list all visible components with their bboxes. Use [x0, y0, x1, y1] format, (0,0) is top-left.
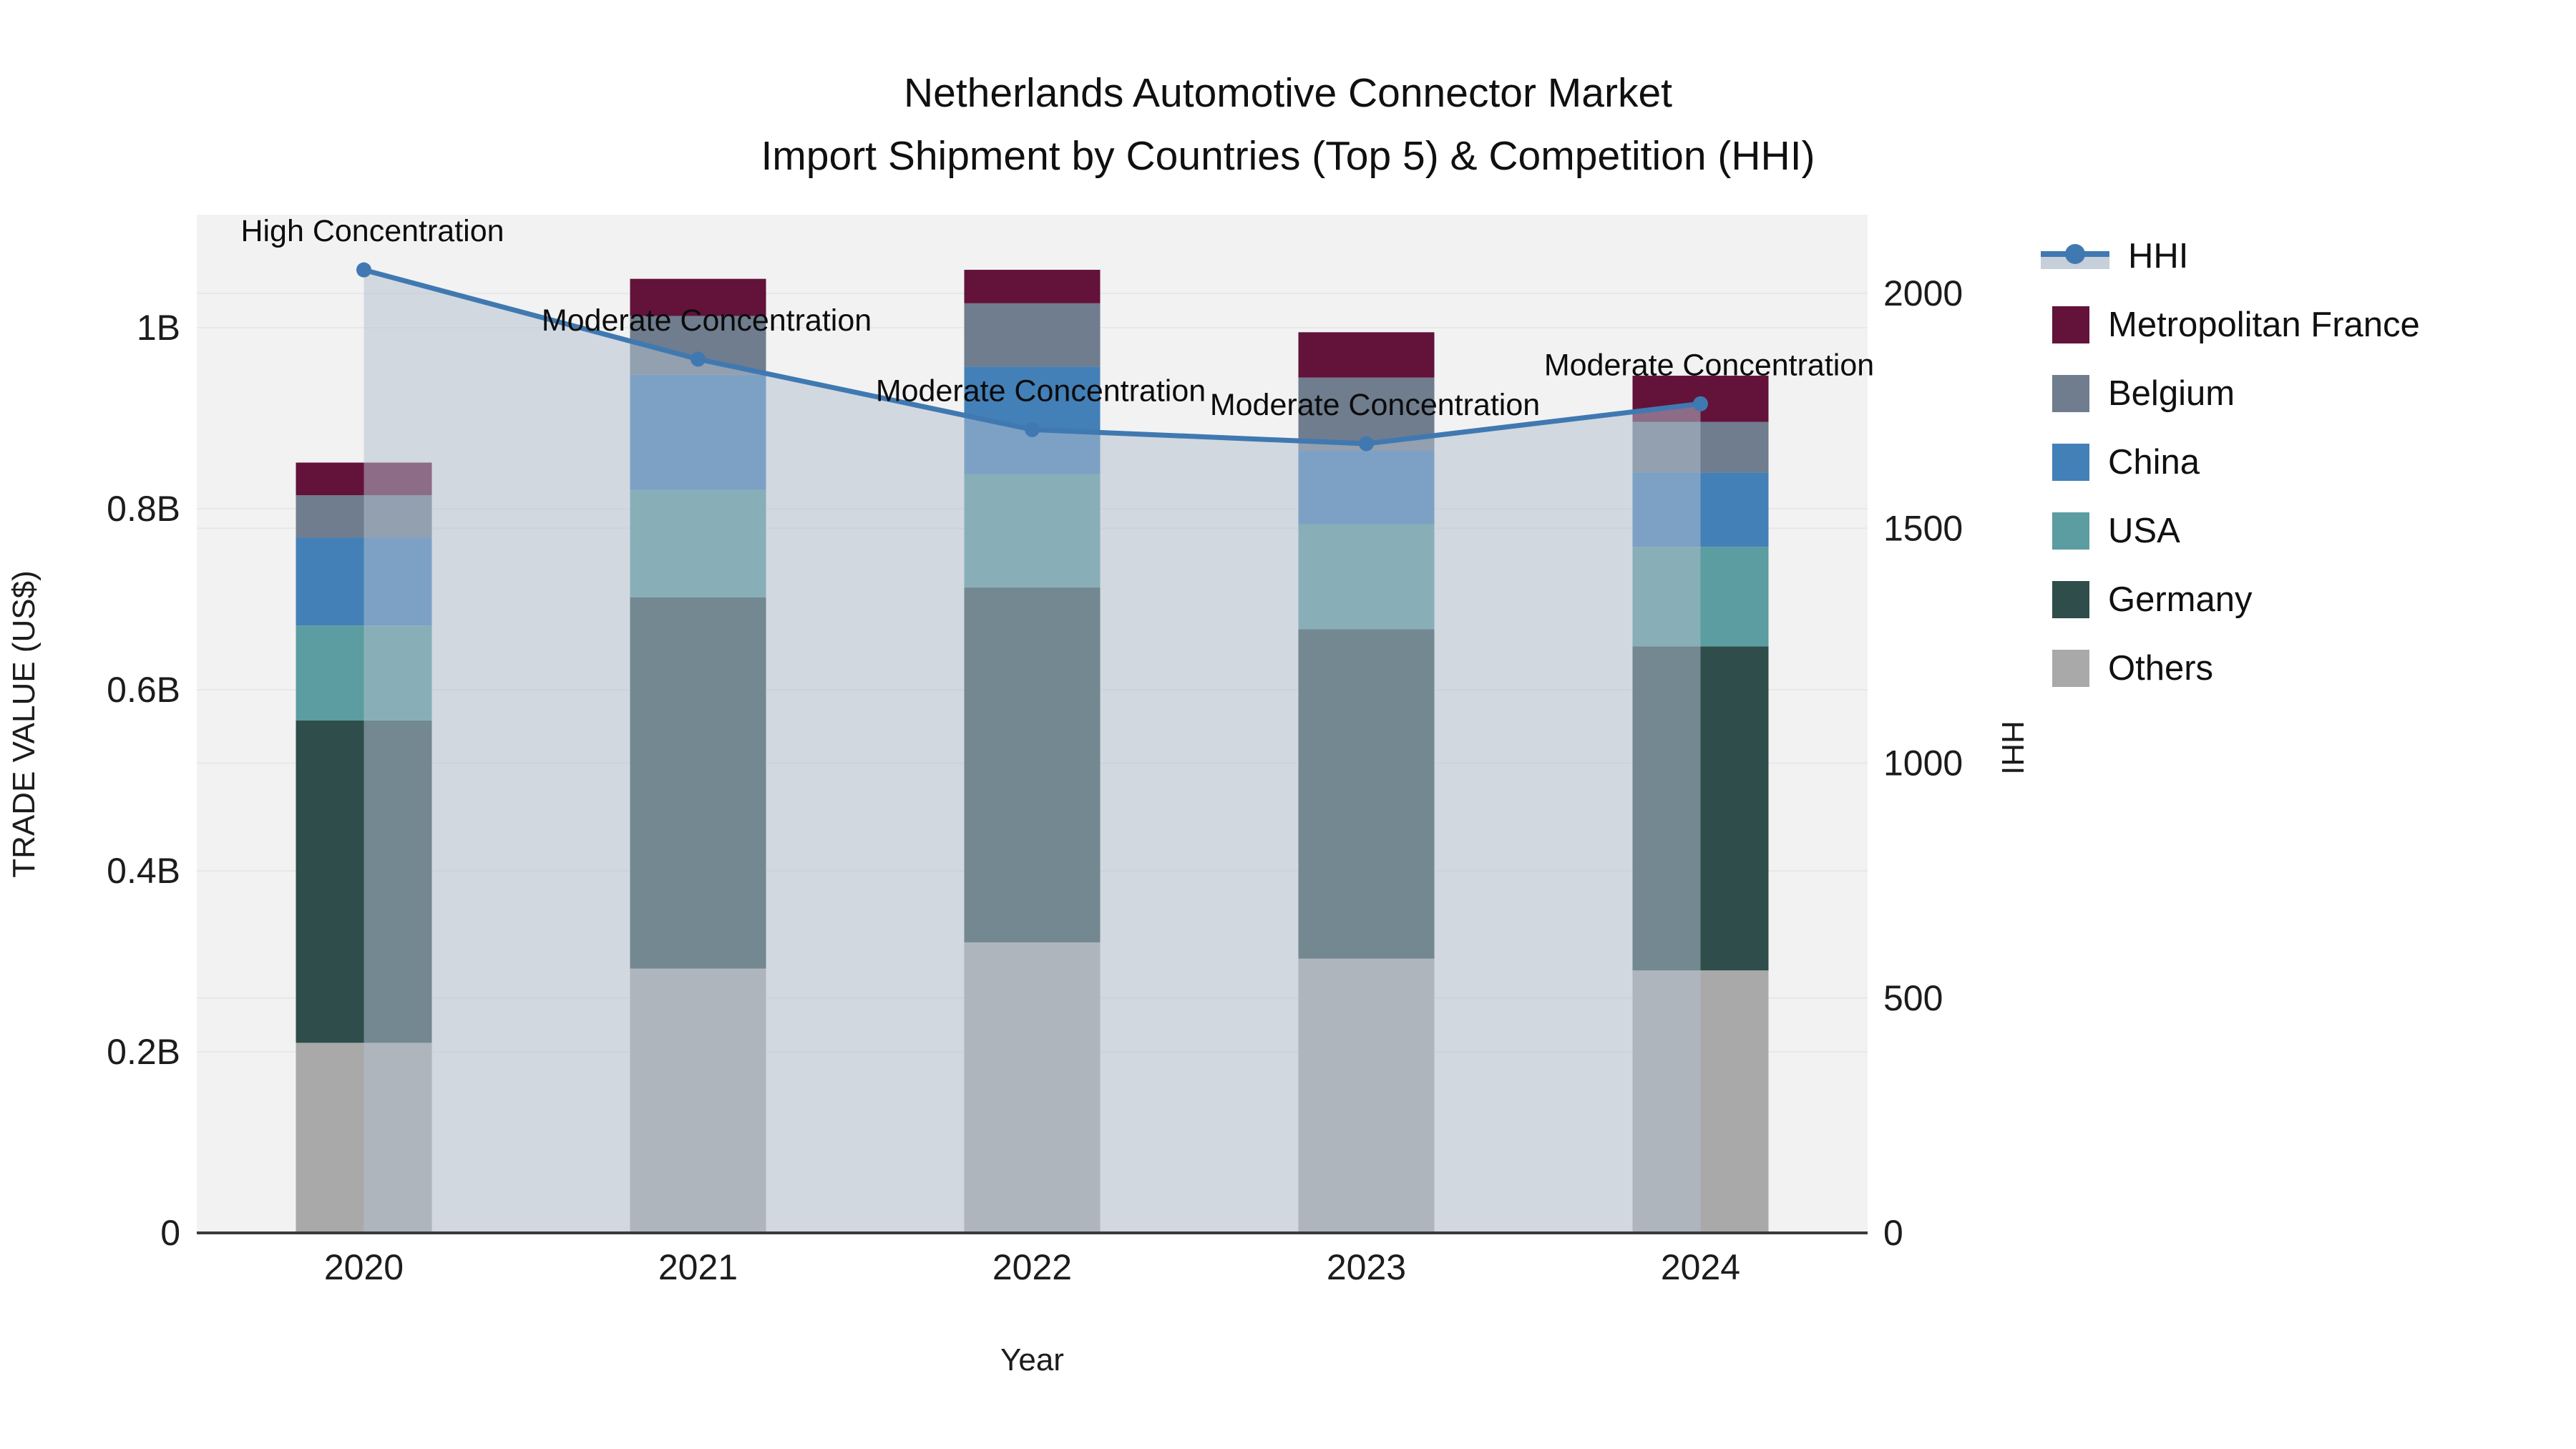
left-tick-0.8B: 0.8B [107, 489, 180, 529]
legend-swatch-china [2052, 444, 2089, 481]
x-tick-2023[interactable]: 2023 [1327, 1247, 1406, 1287]
legend-item-hhi[interactable]: HHI [2041, 236, 2420, 276]
x-axis-title: Year [1000, 1342, 1064, 1377]
chart-title-line2: Import Shipment by Countries (Top 5) & C… [761, 133, 1815, 179]
legend-item-belgium[interactable]: Belgium [2041, 374, 2420, 414]
chart-title: Netherlands Automotive Connector Market … [0, 62, 2576, 187]
legend-item-metropolitan-france[interactable]: Metropolitan France [2041, 305, 2420, 345]
right-tick-0: 0 [1883, 1213, 1903, 1253]
hhi-marker-2022[interactable] [1025, 421, 1040, 437]
right-axis-title: HHI [1995, 721, 2030, 775]
x-tick-2021[interactable]: 2021 [658, 1247, 738, 1287]
left-axis-title: TRADE VALUE (US$) [6, 570, 42, 878]
annotation-2020: High Concentration [240, 214, 504, 248]
right-tick-1500: 1500 [1883, 508, 1963, 548]
left-tick-1B: 1B [137, 308, 180, 348]
legend-swatch-belgium [2052, 375, 2089, 412]
hhi-marker-2024[interactable] [1693, 396, 1708, 411]
legend-label-belgium: Belgium [2108, 374, 2235, 413]
bar-segment-2022-belgium[interactable] [964, 303, 1101, 367]
left-tick-0.4B: 0.4B [107, 851, 180, 891]
legend-item-others[interactable]: Others [2041, 648, 2420, 688]
hhi-marker-2023[interactable] [1359, 436, 1374, 452]
annotation-2022: Moderate Concentration [876, 374, 1206, 408]
chart-title-line1: Netherlands Automotive Connector Market [903, 70, 1673, 116]
legend-item-china[interactable]: China [2041, 442, 2420, 482]
legend-swatch-others [2052, 650, 2089, 687]
hhi-symbol-dot [2065, 244, 2085, 264]
annotation-2023: Moderate Concentration [1210, 388, 1540, 422]
annotation-2021: Moderate Concentration [542, 303, 872, 338]
bar-segment-2021-metropolitan-france[interactable] [630, 278, 766, 316]
legend-label-usa: USA [2108, 512, 2180, 550]
right-tick-500: 500 [1883, 978, 1943, 1018]
hhi-marker-2020[interactable] [356, 262, 371, 278]
legend-swatch-usa [2052, 512, 2089, 550]
legend-label-china: China [2108, 443, 2200, 482]
left-tick-0.2B: 0.2B [107, 1032, 180, 1072]
hhi-area-fill [364, 270, 1701, 1233]
x-tick-2022[interactable]: 2022 [992, 1247, 1072, 1287]
legend-label-germany: Germany [2108, 580, 2253, 619]
bar-segment-2023-metropolitan-france[interactable] [1298, 332, 1435, 378]
x-tick-2020[interactable]: 2020 [324, 1247, 404, 1287]
hhi-line-symbol-icon [2041, 238, 2109, 275]
right-tick-1000: 1000 [1883, 743, 1963, 784]
annotation-2024: Moderate Concentration [1544, 348, 1874, 382]
legend-label-metropolitan-france: Metropolitan France [2108, 306, 2420, 344]
x-tick-2024[interactable]: 2024 [1661, 1247, 1740, 1287]
legend-label-hhi: HHI [2128, 237, 2189, 275]
legend-label-others: Others [2108, 649, 2214, 688]
right-tick-2000: 2000 [1883, 273, 1963, 313]
legend: HHI Metropolitan France Belgium China USA Ger… [2041, 236, 2420, 688]
hhi-marker-2021[interactable] [691, 351, 706, 367]
legend-item-germany[interactable]: Germany [2041, 580, 2420, 620]
legend-item-usa[interactable]: USA [2041, 511, 2420, 551]
bar-segment-2022-metropolitan-france[interactable] [964, 270, 1101, 303]
legend-swatch-metropolitan-france [2052, 306, 2089, 343]
legend-swatch-germany [2052, 581, 2089, 618]
left-tick-0: 0 [160, 1213, 180, 1253]
left-tick-0.6B: 0.6B [107, 670, 180, 710]
